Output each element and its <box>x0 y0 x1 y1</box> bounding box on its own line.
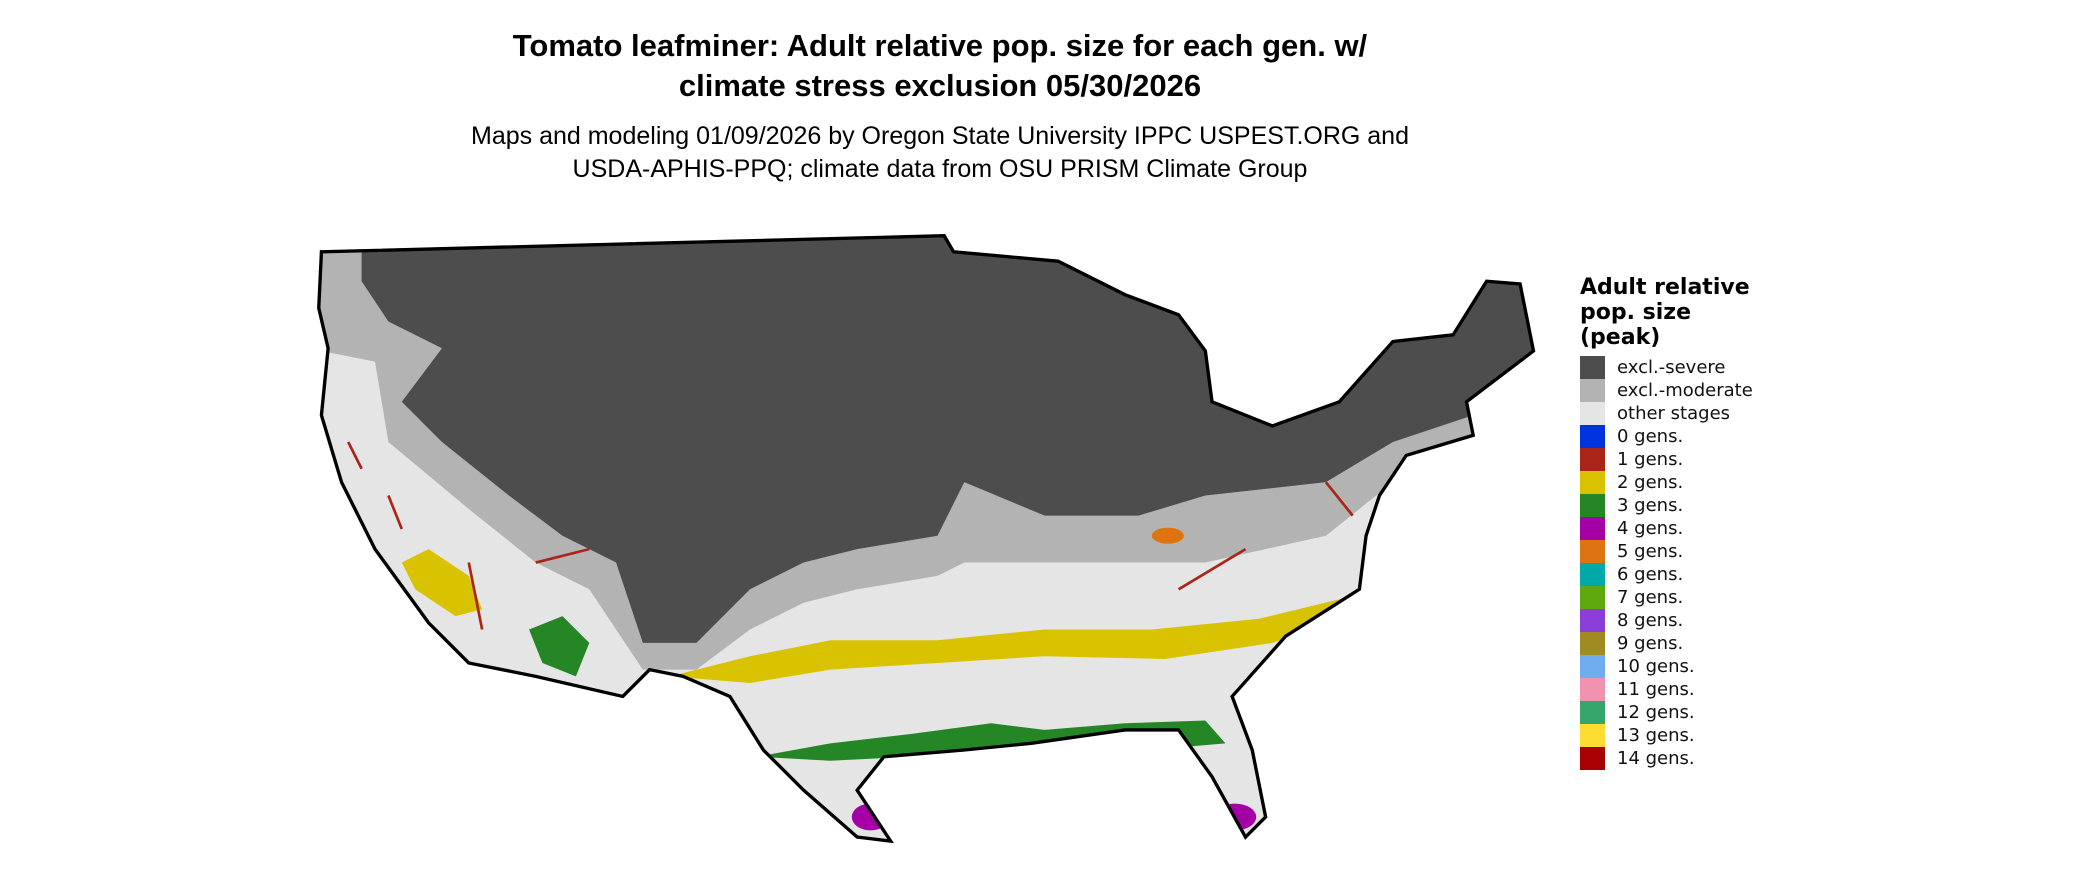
legend-swatch <box>1580 402 1605 425</box>
legend-swatch <box>1580 609 1605 632</box>
region-3-gens-az <box>529 616 590 677</box>
legend-label: excl.-severe <box>1617 357 1726 378</box>
legend-label: 13 gens. <box>1617 725 1695 746</box>
subtitle-line-1: Maps and modeling 01/09/2026 by Oregon S… <box>471 122 1409 150</box>
legend-swatch <box>1580 724 1605 747</box>
legend-label: 12 gens. <box>1617 702 1695 723</box>
region-5-gens-spot <box>1151 527 1184 544</box>
legend-item: 13 gens. <box>1580 724 1753 747</box>
legend-item: 9 gens. <box>1580 632 1753 655</box>
legend-label: 3 gens. <box>1617 495 1684 516</box>
legend-item: 6 gens. <box>1580 563 1753 586</box>
legend-item: 10 gens. <box>1580 655 1753 678</box>
legend-item: 14 gens. <box>1580 747 1753 770</box>
legend-item: 5 gens. <box>1580 540 1753 563</box>
legend-swatch <box>1580 356 1605 379</box>
title-line-1: Tomato leafminer: Adult relative pop. si… <box>512 28 1368 63</box>
map-title: Tomato leafminer: Adult relative pop. si… <box>330 26 1550 106</box>
legend-swatch <box>1580 678 1605 701</box>
legend-label: 6 gens. <box>1617 564 1684 585</box>
legend-label: 14 gens. <box>1617 748 1695 769</box>
legend-title: Adult relative pop. size (peak) <box>1580 275 1753 350</box>
legend-item: excl.-severe <box>1580 356 1753 379</box>
region-2-gens-band <box>669 596 1360 684</box>
legend-item: 4 gens. <box>1580 517 1753 540</box>
legend-swatch <box>1580 632 1605 655</box>
legend-title-line: (peak) <box>1580 325 1661 350</box>
legend-swatch <box>1580 747 1605 770</box>
legend-swatch <box>1580 655 1605 678</box>
legend-label: 2 gens. <box>1617 472 1684 493</box>
legend-item: 11 gens. <box>1580 678 1753 701</box>
legend-label: 8 gens. <box>1617 610 1684 631</box>
legend-label: 10 gens. <box>1617 656 1695 677</box>
legend-label: 9 gens. <box>1617 633 1684 654</box>
region-3-gens-gulf <box>756 720 1226 761</box>
legend-label: 11 gens. <box>1617 679 1695 700</box>
legend-swatch <box>1580 540 1605 563</box>
legend-swatch <box>1580 494 1605 517</box>
legend-label: 4 gens. <box>1617 518 1684 539</box>
legend-swatch <box>1580 379 1605 402</box>
legend-label: other stages <box>1617 403 1731 424</box>
legend-title-line: pop. size <box>1580 300 1691 325</box>
legend-item: other stages <box>1580 402 1753 425</box>
region-2-gens-west <box>401 549 483 617</box>
legend-swatch <box>1580 448 1605 471</box>
legend-label: 5 gens. <box>1617 541 1684 562</box>
legend-label: 0 gens. <box>1617 426 1684 447</box>
legend-label: 1 gens. <box>1617 449 1684 470</box>
region-1-gens-ca <box>347 441 1354 630</box>
legend-item: 7 gens. <box>1580 586 1753 609</box>
legend-swatch <box>1580 425 1605 448</box>
legend-item: 0 gens. <box>1580 425 1753 448</box>
legend-label: 7 gens. <box>1617 587 1684 608</box>
legend-swatch <box>1580 586 1605 609</box>
map-subtitle: Maps and modeling 01/09/2026 by Oregon S… <box>330 120 1550 186</box>
legend-item: 1 gens. <box>1580 448 1753 471</box>
legend-swatch <box>1580 517 1605 540</box>
legend-label: excl.-moderate <box>1617 380 1753 401</box>
legend-item: 8 gens. <box>1580 609 1753 632</box>
legend-item: 12 gens. <box>1580 701 1753 724</box>
legend-item: excl.-moderate <box>1580 379 1753 402</box>
legend-swatch <box>1580 701 1605 724</box>
legend-item: 2 gens. <box>1580 471 1753 494</box>
subtitle-line-2: USDA-APHIS-PPQ; climate data from OSU PR… <box>572 155 1308 183</box>
legend-item: 3 gens. <box>1580 494 1753 517</box>
legend-swatch <box>1580 471 1605 494</box>
legend-title-line: Adult relative <box>1580 275 1750 300</box>
legend: Adult relative pop. size (peak) excl.-se… <box>1580 275 1753 770</box>
title-line-2: climate stress exclusion 05/30/2026 <box>678 68 1202 103</box>
legend-swatch <box>1580 563 1605 586</box>
